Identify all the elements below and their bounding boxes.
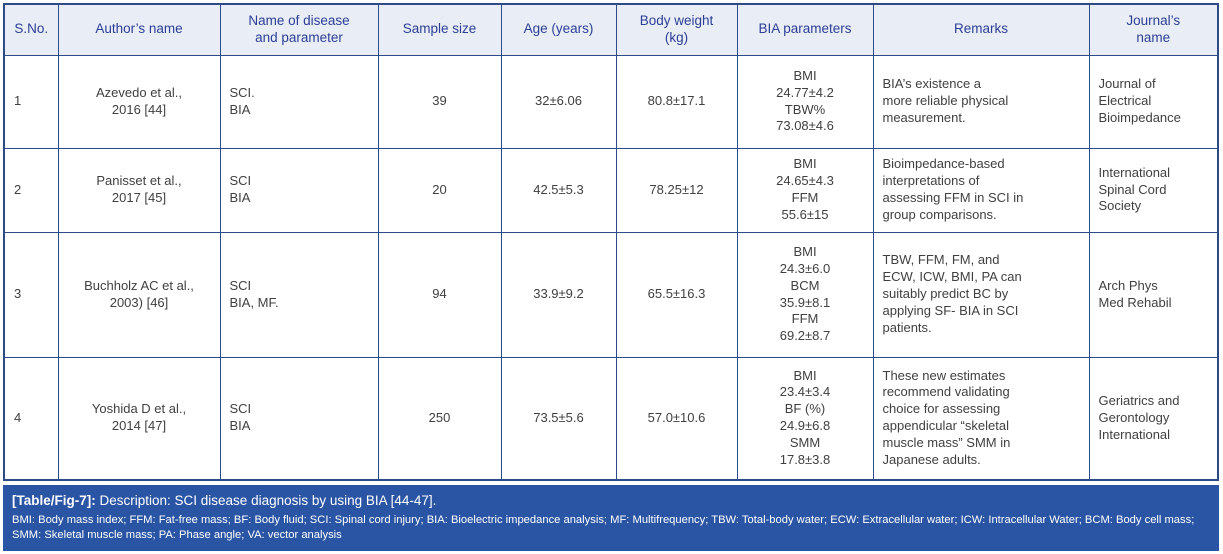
cell-author: Yoshida D et al., 2014 [47]: [57, 356, 221, 481]
cell-body-weight: 78.25±12: [615, 147, 738, 233]
cell-sample-size: 39: [377, 54, 502, 149]
cell-sno: 2: [3, 147, 59, 233]
caption-title: [Table/Fig-7]: Description: SCI disease …: [12, 493, 1209, 510]
cell-journal: Arch Phys Med Rehabil: [1088, 231, 1219, 358]
cell-remarks: TBW, FFM, FM, and ECW, ICW, BMI, PA can …: [872, 231, 1090, 358]
cell-remarks: BIA’s existence a more reliable physical…: [872, 54, 1090, 149]
cell-age: 32±6.06: [500, 54, 617, 149]
table-row: 4 Yoshida D et al., 2014 [47] SCI BIA 25…: [3, 356, 1219, 481]
col-header-body-weight: Body weight (kg): [615, 3, 738, 56]
cell-age: 33.9±9.2: [500, 231, 617, 358]
cell-remarks: Bioimpedance-based interpretations of as…: [872, 147, 1090, 233]
cell-body-weight: 65.5±16.3: [615, 231, 738, 358]
caption-label: [Table/Fig-7]:: [12, 493, 96, 508]
cell-age: 73.5±5.6: [500, 356, 617, 481]
cell-disease: SCI BIA: [219, 356, 379, 481]
cell-disease: SCI BIA: [219, 147, 379, 233]
cell-sno: 4: [3, 356, 59, 481]
table-caption-bar: [Table/Fig-7]: Description: SCI disease …: [3, 485, 1219, 551]
col-header-journal: Journal’s name: [1088, 3, 1219, 56]
col-header-age: Age (years): [500, 3, 617, 56]
table-header-row: S.No. Author’s name Name of disease and …: [3, 3, 1219, 56]
caption-abbreviations: BMI: Body mass index; FFM: Fat-free mass…: [12, 513, 1195, 541]
study-summary-table: S.No. Author’s name Name of disease and …: [3, 3, 1219, 481]
cell-bia-parameters: BMI 24.3±6.0 BCM 35.9±8.1 FFM 69.2±8.7: [736, 231, 874, 358]
cell-sample-size: 20: [377, 147, 502, 233]
table-row: 2 Panisset et al., 2017 [45] SCI BIA 20 …: [3, 147, 1219, 233]
cell-journal: Journal of Electrical Bioimpedance: [1088, 54, 1219, 149]
col-header-sno: S.No.: [3, 3, 59, 56]
col-header-author: Author’s name: [57, 3, 221, 56]
cell-body-weight: 57.0±10.6: [615, 356, 738, 481]
cell-author: Buchholz AC et al., 2003) [46]: [57, 231, 221, 358]
cell-journal: Geriatrics and Gerontology International: [1088, 356, 1219, 481]
col-header-bia-parameters: BIA parameters: [736, 3, 874, 56]
col-header-disease: Name of disease and parameter: [219, 3, 379, 56]
cell-age: 42.5±5.3: [500, 147, 617, 233]
cell-sample-size: 94: [377, 231, 502, 358]
cell-journal: International Spinal Cord Society: [1088, 147, 1219, 233]
col-header-remarks: Remarks: [872, 3, 1090, 56]
cell-sno: 3: [3, 231, 59, 358]
caption-description: Description: SCI disease diagnosis by us…: [95, 493, 437, 508]
col-header-sample-size: Sample size: [377, 3, 502, 56]
cell-author: Azevedo et al., 2016 [44]: [57, 54, 221, 149]
cell-bia-parameters: BMI 24.77±4.2 TBW% 73.08±4.6: [736, 54, 874, 149]
cell-disease: SCI BIA, MF.: [219, 231, 379, 358]
cell-remarks: These new estimates recommend validating…: [872, 356, 1090, 481]
cell-disease: SCI. BIA: [219, 54, 379, 149]
cell-author: Panisset et al., 2017 [45]: [57, 147, 221, 233]
cell-sample-size: 250: [377, 356, 502, 481]
cell-body-weight: 80.8±17.1: [615, 54, 738, 149]
cell-sno: 1: [3, 54, 59, 149]
cell-bia-parameters: BMI 23.4±3.4 BF (%) 24.9±6.8 SMM 17.8±3.…: [736, 356, 874, 481]
table-row: 3 Buchholz AC et al., 2003) [46] SCI BIA…: [3, 231, 1219, 358]
table-row: 1 Azevedo et al., 2016 [44] SCI. BIA 39 …: [3, 54, 1219, 149]
cell-bia-parameters: BMI 24.65±4.3 FFM 55.6±15: [736, 147, 874, 233]
